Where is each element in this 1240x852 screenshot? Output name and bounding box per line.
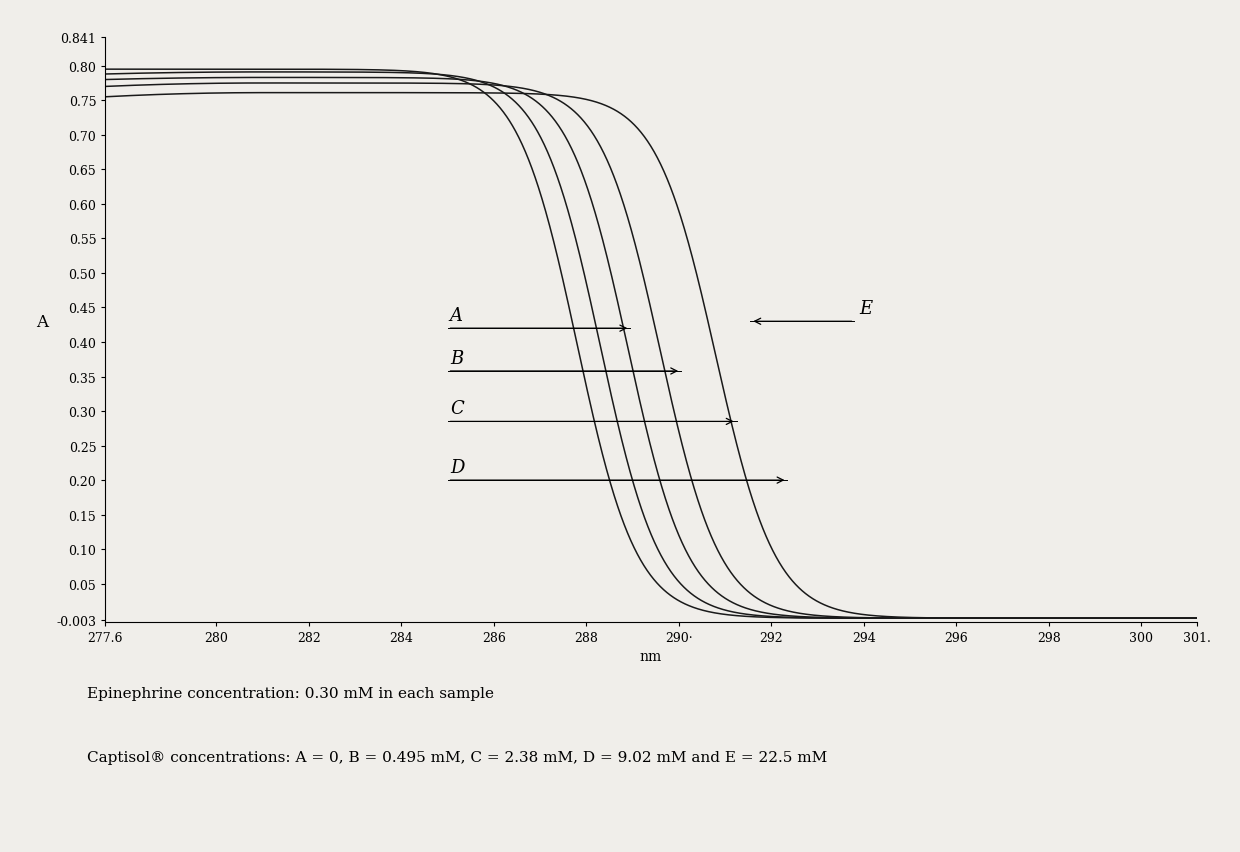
Text: D: D	[450, 458, 464, 476]
Text: A: A	[450, 307, 463, 325]
Text: E: E	[859, 300, 872, 318]
Y-axis label: A: A	[36, 314, 48, 330]
Text: B: B	[450, 349, 463, 367]
Text: Epinephrine concentration: 0.30 mM in each sample: Epinephrine concentration: 0.30 mM in ea…	[87, 686, 494, 699]
Text: C: C	[450, 400, 464, 417]
X-axis label: nm: nm	[640, 649, 662, 664]
Text: Captisol® concentrations: A = 0, B = 0.495 mM, C = 2.38 mM, D = 9.02 mM and E = : Captisol® concentrations: A = 0, B = 0.4…	[87, 750, 827, 763]
